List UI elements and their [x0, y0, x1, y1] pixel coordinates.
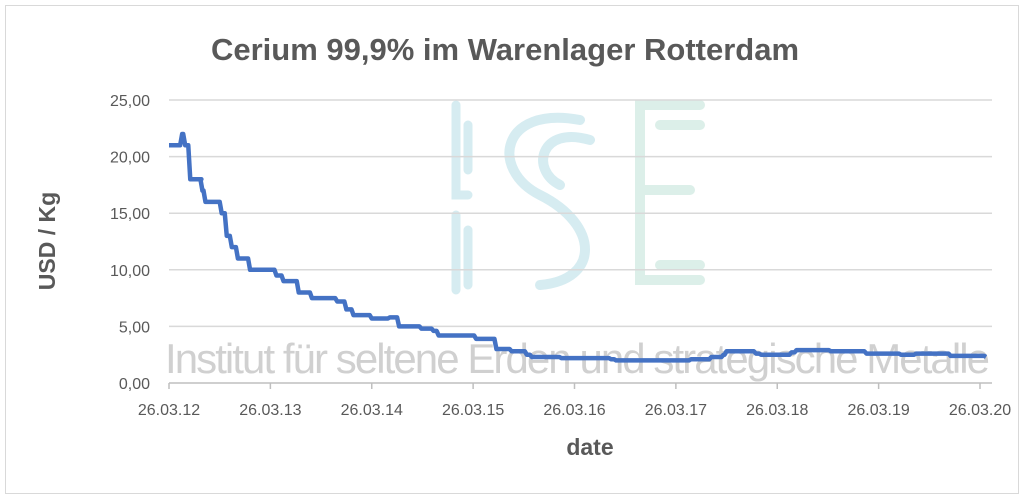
- x-axis-label: date: [566, 434, 613, 460]
- x-tick-label: 26.03.19: [847, 402, 909, 419]
- x-tick-label: 26.03.15: [442, 402, 504, 419]
- ise-logo-watermark: [451, 100, 705, 295]
- x-tick-label: 26.03.18: [746, 402, 808, 419]
- chart-frame: [5, 5, 1019, 494]
- x-tick-label: 26.03.13: [239, 402, 301, 419]
- x-tick-label: 26.03.16: [543, 402, 605, 419]
- y-tick-label: 10,00: [110, 263, 150, 280]
- y-tick-label: 20,00: [110, 150, 150, 167]
- y-tick-label: 5,00: [119, 319, 150, 336]
- x-tick-label: 26.03.12: [138, 402, 200, 419]
- x-tick-label: 26.03.20: [949, 402, 1011, 419]
- y-tick-label: 25,00: [110, 93, 150, 110]
- y-axis-label: USD / Kg: [34, 192, 60, 290]
- x-tick-label: 26.03.14: [341, 402, 403, 419]
- x-tick-label: 26.03.17: [645, 402, 707, 419]
- chart-title: Cerium 99,9% im Warenlager Rotterdam: [211, 32, 799, 67]
- y-tick-label: 0,00: [119, 376, 150, 393]
- y-tick-label: 15,00: [110, 206, 150, 223]
- series-line-cerium: [169, 131, 988, 363]
